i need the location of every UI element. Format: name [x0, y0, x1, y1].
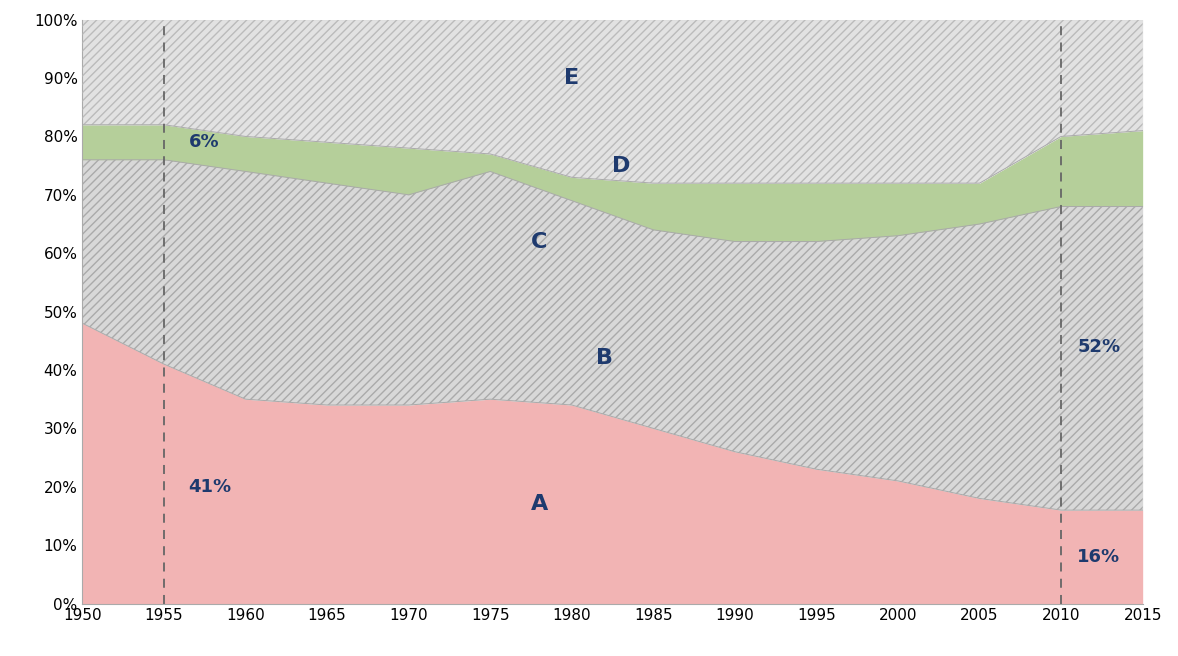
Text: C: C [531, 232, 548, 251]
Text: D: D [611, 155, 630, 176]
Text: E: E [564, 68, 580, 88]
Text: 52%: 52% [1078, 338, 1120, 356]
Text: 16%: 16% [1078, 548, 1120, 566]
Text: B: B [596, 348, 613, 368]
Text: 41%: 41% [188, 478, 232, 496]
Text: 6%: 6% [188, 133, 219, 152]
Text: A: A [530, 494, 548, 514]
